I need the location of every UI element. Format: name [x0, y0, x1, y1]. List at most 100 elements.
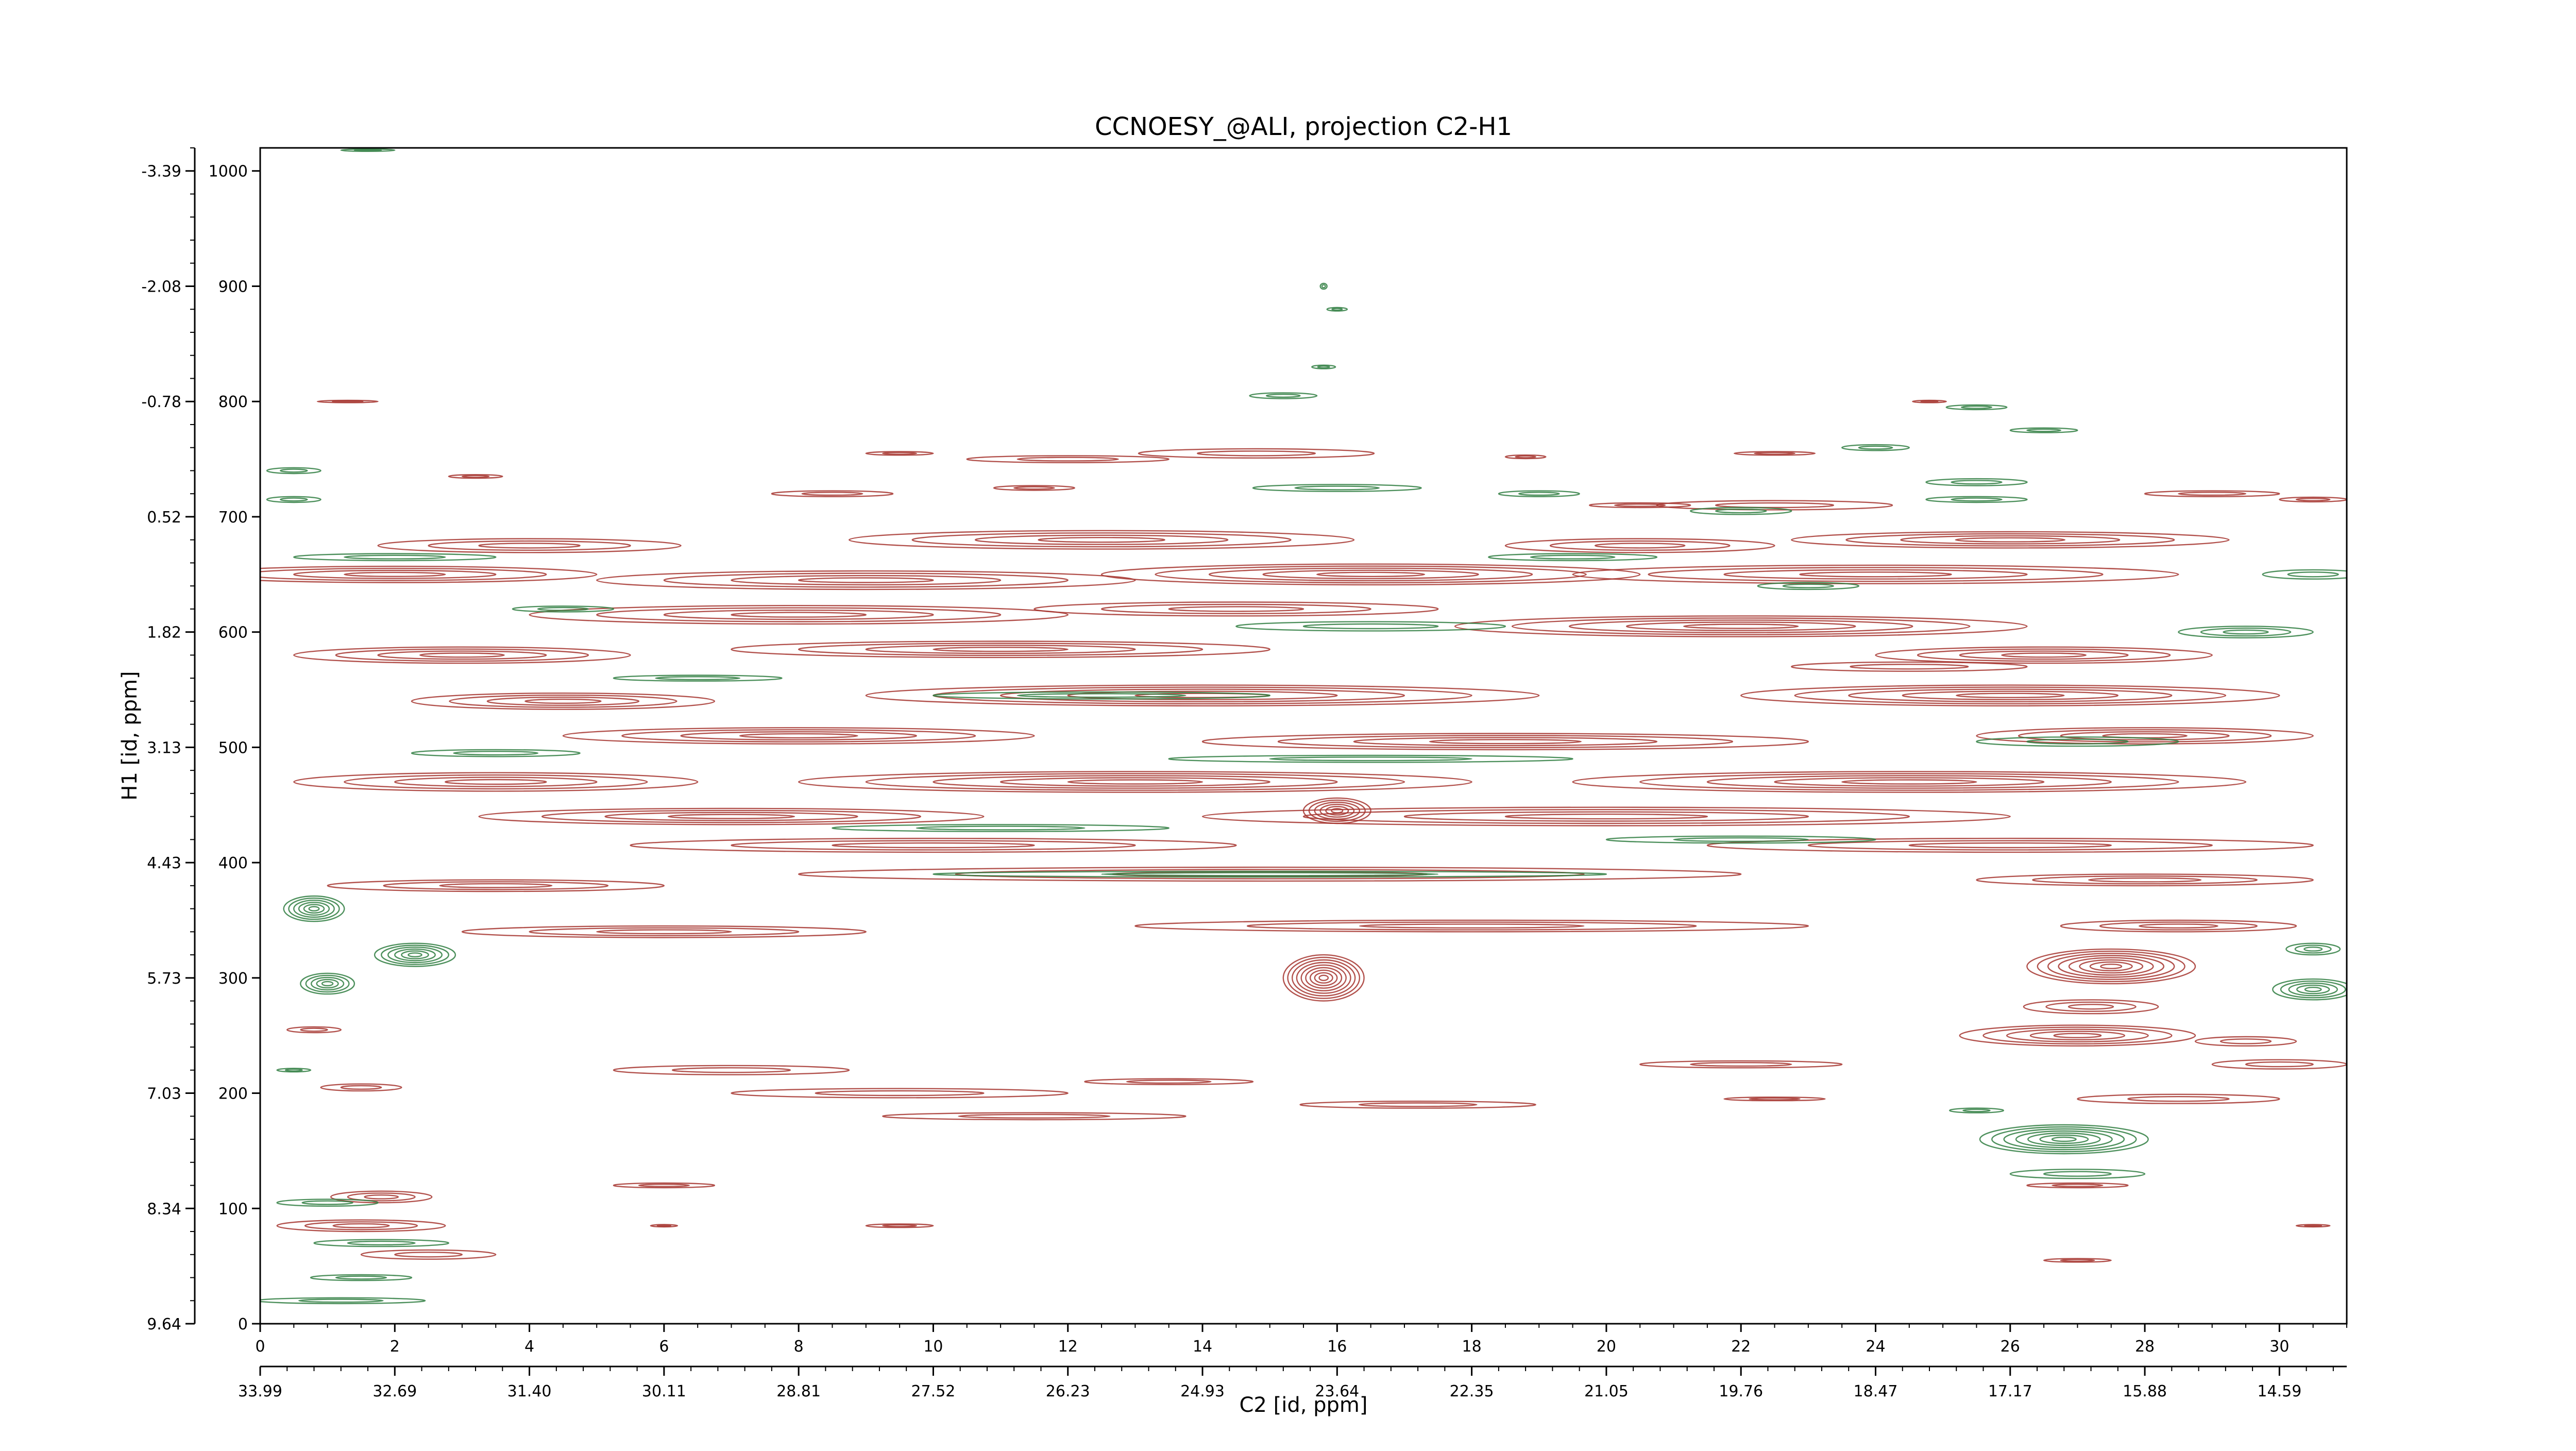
- negative-contour-level: [1991, 1126, 2137, 1153]
- positive-contour-level: [882, 1112, 1187, 1121]
- negative-contour-level: [832, 824, 1170, 832]
- x-tick-label: 12: [1058, 1338, 1078, 1356]
- negative-contour-level: [308, 906, 320, 912]
- negative-contour-level: [613, 674, 783, 682]
- negative-peak: [1235, 621, 1506, 632]
- negative-contour-level: [1976, 736, 2179, 747]
- positive-contour-level: [667, 814, 795, 819]
- positive-peak: [2026, 948, 2196, 985]
- positive-peak: [1138, 448, 1375, 459]
- positive-contour-level: [2032, 875, 2258, 885]
- negative-contour-level: [266, 496, 321, 503]
- positive-contour-level: [1291, 959, 1356, 997]
- negative-contour-level: [1488, 553, 1658, 562]
- negative-contour-level: [1945, 404, 2008, 411]
- positive-contour-level: [445, 779, 547, 785]
- negative-contour-level: [1331, 308, 1343, 311]
- positive-contour-level: [2052, 1184, 2104, 1187]
- negative-contour-level: [2285, 942, 2341, 956]
- negative-contour-level: [2026, 428, 2062, 432]
- x-ppm-tick-label: 22.35: [1450, 1382, 1494, 1401]
- positive-contour-level: [1920, 400, 1939, 403]
- x-ppm-tick-label: 32.69: [372, 1382, 417, 1401]
- positive-contour-level: [1845, 533, 2175, 547]
- positive-contour-level: [1359, 923, 1585, 929]
- positive-peak: [966, 455, 1170, 463]
- negative-contour-level: [408, 952, 422, 958]
- negative-contour-level: [266, 467, 321, 475]
- y-tick-label: 800: [218, 393, 248, 411]
- positive-contour-series: [260, 399, 2347, 1263]
- positive-contour-level: [1138, 448, 1375, 459]
- positive-peak: [1033, 601, 1439, 617]
- negative-contour-level: [916, 825, 1086, 831]
- x-ppm-tick-label: 31.40: [507, 1382, 552, 1401]
- y-ppm-tick-label: 0.52: [147, 509, 181, 527]
- positive-contour-level: [1790, 661, 2028, 672]
- positive-contour-level: [332, 1223, 390, 1228]
- positive-contour-level: [1588, 502, 1691, 509]
- positive-contour-level: [448, 474, 503, 479]
- negative-contour-level: [381, 944, 450, 965]
- positive-contour-level: [1841, 779, 1977, 785]
- positive-peak: [330, 1190, 433, 1204]
- x-axis-label: C2 [id, ppm]: [1240, 1393, 1368, 1417]
- negative-peak: [276, 1199, 379, 1207]
- positive-contour-level: [2006, 1028, 2149, 1042]
- negative-contour-level: [305, 974, 350, 993]
- negative-peak: [1249, 392, 1318, 399]
- positive-contour-level: [671, 1067, 791, 1073]
- positive-contour-level: [911, 532, 1292, 548]
- negative-contour-level: [537, 606, 589, 611]
- positive-contour-level: [1799, 571, 1952, 578]
- x-ppm-tick-label: 17.17: [1988, 1382, 2032, 1401]
- negative-contour-level: [1319, 282, 1328, 290]
- positive-contour-level: [832, 842, 1035, 849]
- positive-peak: [1959, 1024, 2196, 1047]
- x-tick-label: 16: [1327, 1338, 1347, 1356]
- x-ppm-tick-label: 27.52: [911, 1382, 956, 1401]
- positive-contour-level: [1067, 690, 1338, 700]
- negative-contour-level: [298, 1298, 384, 1303]
- negative-contour-level: [276, 1068, 312, 1073]
- x-tick-label: 26: [2001, 1338, 2020, 1356]
- positive-contour-level: [1790, 531, 2230, 549]
- positive-contour-level: [340, 1085, 382, 1090]
- positive-peak: [1706, 837, 2314, 853]
- positive-contour-level: [1282, 954, 1365, 1002]
- positive-peak: [1976, 727, 2314, 745]
- positive-contour-level: [2194, 1036, 2297, 1047]
- x-tick-label: 4: [524, 1338, 534, 1356]
- positive-peak: [1912, 399, 1947, 403]
- negative-contour-level: [344, 554, 446, 560]
- y-ppm-tick-label: 5.73: [147, 970, 181, 988]
- positive-peak: [2026, 1182, 2129, 1189]
- negative-contour-level: [1858, 445, 1893, 450]
- positive-peak: [1740, 684, 2280, 706]
- positive-contour-level: [596, 929, 732, 935]
- positive-contour-level: [638, 1184, 690, 1187]
- positive-peak: [2279, 496, 2347, 503]
- positive-peak: [613, 1182, 716, 1189]
- negative-peak: [1605, 835, 1876, 844]
- positive-contour-level: [999, 777, 1270, 787]
- positive-contour-level: [529, 927, 800, 937]
- negative-peak: [1925, 496, 2028, 503]
- positive-contour-level: [2089, 961, 2133, 972]
- negative-contour-level: [280, 468, 308, 473]
- positive-contour-level: [2060, 919, 2297, 933]
- positive-contour-level: [731, 640, 1270, 659]
- positive-contour-level: [680, 731, 917, 740]
- positive-contour-level: [2023, 999, 2159, 1015]
- negative-contour-level: [293, 899, 335, 918]
- negative-peak: [1841, 444, 1910, 451]
- negative-contour-level: [347, 1240, 416, 1246]
- positive-contour-level: [260, 565, 598, 583]
- negative-contour-level: [1979, 1124, 2149, 1155]
- positive-peak: [1656, 500, 1893, 511]
- negative-contour-level: [2003, 1128, 2125, 1151]
- negative-contour-level: [1317, 365, 1330, 368]
- x-tick-label: 8: [794, 1338, 804, 1356]
